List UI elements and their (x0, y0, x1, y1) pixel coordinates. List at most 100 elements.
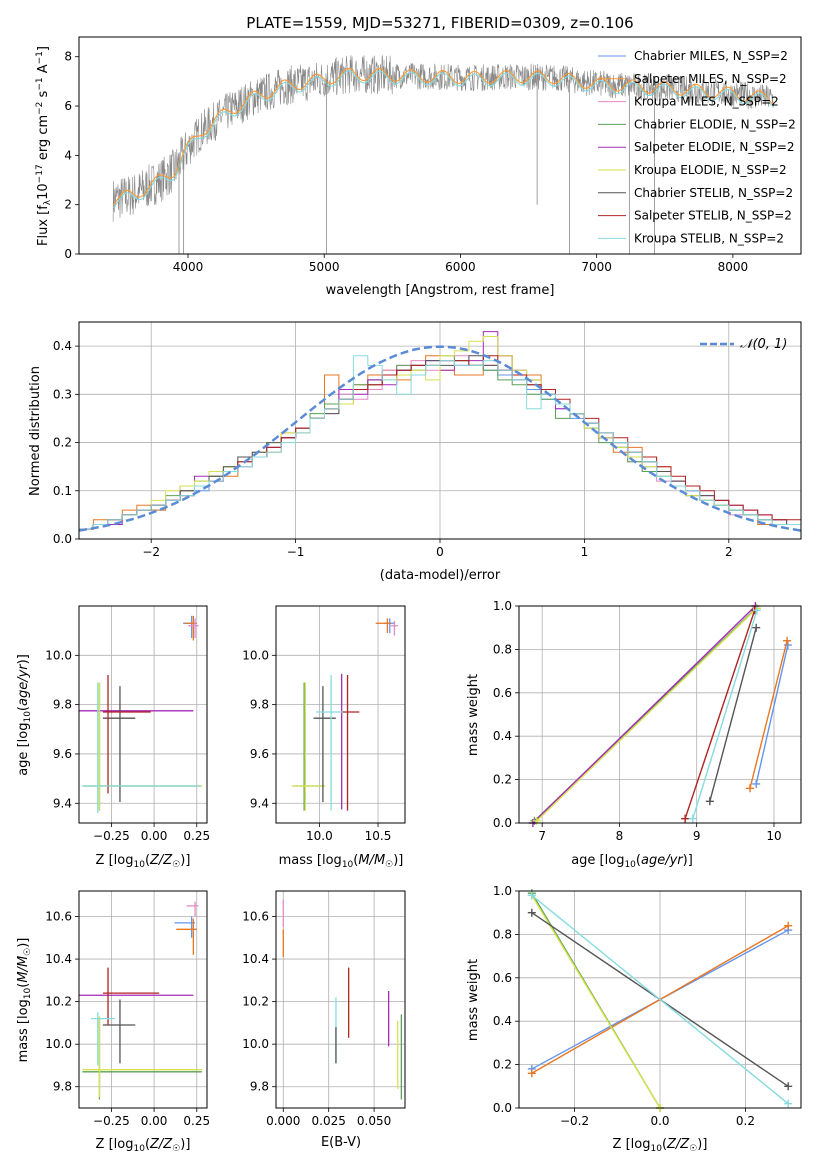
weight-age-series-line (755, 644, 789, 785)
mass-ebv-xlabel: E(B-V) (321, 1135, 361, 1150)
spectrum-model-line (112, 70, 775, 208)
mass-z-ytick-label: 10.0 (45, 1037, 72, 1051)
mass-ebv-frame (275, 890, 406, 1109)
mass-ebv-ytick-label: 10.6 (242, 910, 269, 924)
age-z-ylabel: age [log10(age/yr)] (16, 654, 33, 776)
spectrum-xtick-label: 8000 (718, 260, 749, 274)
spectrum-data-line (112, 55, 774, 222)
weight-age-point (705, 797, 714, 806)
age-mass-ytick-label: 10.0 (242, 648, 269, 662)
mass-ebv-ytick-label: 9.8 (250, 1080, 269, 1094)
weight-z-point (527, 1069, 536, 1078)
age-z-xtick-label: −0.25 (93, 829, 130, 843)
age-mass-ytick-label: 9.8 (250, 698, 269, 712)
spectrum-xtick-label: 5000 (309, 260, 340, 274)
spectrum-panel: 4000 5000 6000 7000 8000 0 2 4 6 8 wavelength [An… (35, 36, 802, 298)
weight-age-point (752, 606, 761, 615)
histogram-xtick-label: 0 (436, 545, 444, 559)
weight-z-ytick-label: 0.4 (493, 1014, 512, 1028)
age-mass-xtick-label: 10.0 (306, 829, 333, 843)
small-panel-labels: Z [log10(Z/Z☉)] age [log10(age/yr)] mass… (16, 654, 707, 1154)
weight-age-series-line (536, 607, 758, 822)
spectrum-frame (78, 36, 802, 255)
mass-z-xtick-label: −0.25 (93, 1114, 130, 1128)
weight-z-xtick-label: 0.0 (650, 1114, 669, 1128)
spectrum-ytick-label: 6 (64, 99, 72, 113)
normal-curve (78, 345, 802, 532)
histogram-xtick-label: 1 (581, 545, 589, 559)
age-z-xlabel: Z [log10(Z/Z☉)] (96, 853, 191, 870)
weight-age-ytick-label: 0.2 (493, 773, 512, 787)
age-mass-ytick-label: 9.6 (250, 747, 269, 761)
age-z-ytick-label: 10.0 (45, 648, 72, 662)
weight-age-ytick-label: 0.4 (493, 729, 512, 743)
weight-z-point (784, 1082, 793, 1091)
age-mass-frame (275, 605, 406, 824)
weight-age-xlabel: age [log10(age/yr)] (571, 853, 693, 870)
weight-age-point (752, 623, 761, 632)
spectrum-lines (112, 55, 775, 254)
weight-age-ytick-label: 0.8 (493, 642, 512, 656)
weight-age-xtick-label: 7 (538, 829, 546, 843)
spectrum-legend-label: Kroupa STELIB, N_SSP=2 (634, 231, 784, 245)
histogram-xtick-label: 2 (725, 545, 733, 559)
histogram-legend: 𝒩(0, 1) (700, 337, 787, 352)
age-z-xtick-label: 0.25 (183, 829, 210, 843)
weight-age-series-line (692, 610, 758, 819)
mass-ebv-ytick-label: 10.4 (242, 952, 269, 966)
spectrum-ytick-label: 8 (64, 50, 72, 64)
weight-age-point (783, 636, 792, 645)
spectrum-legend-label: Kroupa ELODIE, N_SSP=2 (634, 163, 787, 177)
weight-z-ylabel: mass weight (466, 959, 481, 1041)
histogram-ytick-label: 0.4 (53, 339, 72, 353)
weight-age-series-line (749, 640, 788, 789)
histogram-ytick-label: 0.3 (53, 387, 72, 401)
histogram-xtick-label: −2 (142, 545, 160, 559)
weight-z-point (527, 891, 536, 900)
spectrum-ytick-label: 2 (64, 198, 72, 212)
mass-ebv-xtick-label: 0.050 (357, 1114, 391, 1128)
histogram-ytick-label: 0.1 (53, 484, 72, 498)
spectrum-legend-label: Salpeter MILES, N_SSP=2 (634, 72, 787, 86)
mass-ebv-xtick-label: 0.025 (312, 1114, 346, 1128)
histogram-steps (78, 331, 802, 532)
age-mass-xtick-label: 10.5 (365, 829, 392, 843)
age-z-xtick-label: 0.00 (141, 829, 168, 843)
weight-z-ytick-label: 0.8 (493, 927, 512, 941)
weight-age-xtick-label: 10 (766, 829, 781, 843)
mass-vs-metallicity-panel: −0.25 0.00 0.25 9.8 10.0 10.2 10.4 10.6 (45, 890, 210, 1128)
spectrum-ylabel: Flux [fλ10−17 erg cm−2 s−1 A−1] (35, 46, 53, 246)
spectrum-ytick-label: 0 (64, 247, 72, 261)
age-z-frame (78, 605, 208, 824)
mass-z-xtick-label: 0.00 (141, 1114, 168, 1128)
figure-title: PLATE=1559, MJD=53271, FIBERID=0309, z=0… (246, 14, 633, 32)
weight-age-point (681, 814, 690, 823)
weight-age-ytick-label: 0.0 (493, 816, 512, 830)
spectrum-xlabel: wavelength [Angstrom, rest frame] (326, 283, 555, 298)
histogram-xlabel: (data-model)/error (380, 568, 501, 583)
weight-z-xtick-label: −0.2 (560, 1114, 589, 1128)
mass-z-ytick-label: 10.2 (45, 995, 72, 1009)
weight-age-ytick-label: 0.6 (493, 686, 512, 700)
weight-vs-age-panel: 7 8 9 10 0.0 0.2 0.4 0.6 0.8 1.0 (493, 599, 802, 843)
weight-age-series-line (709, 627, 757, 802)
weight-age-point (752, 779, 761, 788)
weight-z-point (527, 908, 536, 917)
mass-z-ylabel: mass [log10(M/M☉)] (16, 938, 33, 1063)
mass-z-ytick-label: 9.8 (53, 1080, 72, 1094)
weight-z-xlabel: Z [log10(Z/Z☉)] (613, 1137, 708, 1154)
spectrum-xtick-label: 4000 (173, 260, 204, 274)
histogram-frame (78, 321, 802, 540)
weight-z-ytick-label: 0.2 (493, 1058, 512, 1072)
weight-age-point (746, 784, 755, 793)
spectrum-legend-label: Chabrier MILES, N_SSP=2 (634, 49, 788, 63)
weight-z-ytick-label: 0.6 (493, 971, 512, 985)
mass-ebv-xtick-label: 0.000 (266, 1114, 300, 1128)
weight-age-point (783, 641, 792, 650)
weight-z-ytick-label: 1.0 (493, 884, 512, 898)
weight-age-xtick-label: 8 (616, 829, 624, 843)
spectrum-legend: Chabrier MILES, N_SSP=2 Salpeter MILES, N… (598, 49, 796, 245)
age-z-ytick-label: 9.8 (53, 698, 72, 712)
spectrum-xtick-label: 7000 (581, 260, 612, 274)
